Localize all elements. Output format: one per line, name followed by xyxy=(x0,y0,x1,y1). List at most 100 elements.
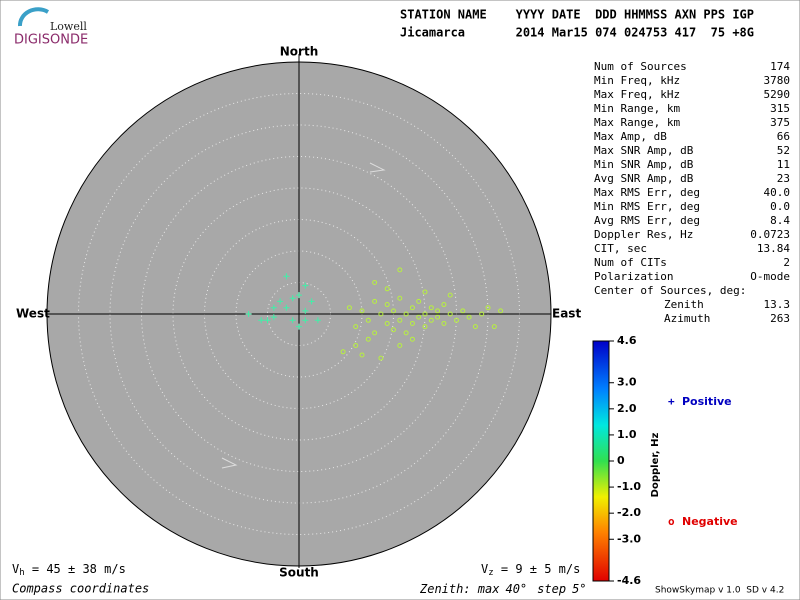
stat-label: Min RMS Err, deg xyxy=(594,200,700,213)
stat-label: Min Range, km xyxy=(594,102,680,115)
source-negative xyxy=(479,311,485,317)
source-negative xyxy=(428,305,434,311)
source-negative xyxy=(397,317,403,323)
source-negative xyxy=(403,311,409,317)
source-negative xyxy=(422,289,428,295)
header-line: STATION NAME YYYY DATE DDD HHMMSS AXN PP… xyxy=(400,8,754,22)
zenith-note: Zenith: max 40° step 5° xyxy=(419,582,587,596)
source-negative xyxy=(359,352,365,358)
source-negative xyxy=(384,302,390,308)
direction-label: North xyxy=(280,45,318,59)
source-negative xyxy=(365,317,371,323)
source-negative xyxy=(441,320,447,326)
velocity-text: = 45 ± 38 m/s xyxy=(25,562,126,576)
version: ShowSkymap v 1.0 SD v 4.2 xyxy=(655,586,784,596)
source-negative xyxy=(372,280,378,285)
source-negative xyxy=(397,343,403,348)
legend-marker: o xyxy=(668,515,675,528)
stat-value: 8.4 xyxy=(770,214,790,227)
stat-label: Max Range, km xyxy=(594,116,680,129)
stat-value: 5290 xyxy=(764,88,791,101)
source-negative xyxy=(409,336,415,342)
source-positive xyxy=(296,323,302,330)
stat-label: Max RMS Err, deg xyxy=(594,186,700,199)
direction-label: West xyxy=(16,307,50,321)
stat-value: 13.84 xyxy=(757,242,790,255)
colorbar: 4.6 3.0 2.0 1.0 0 -1.0 -2.0 -3.0 -4.6 Doppler, Hz xyxy=(592,334,661,587)
stat-value: 23 xyxy=(777,172,790,185)
source-negative xyxy=(372,330,378,336)
decor xyxy=(221,162,386,469)
source-negative xyxy=(397,295,403,301)
source-negative xyxy=(378,355,384,361)
velocity-symbol: V xyxy=(12,562,19,576)
stat-value: 315 xyxy=(770,102,790,115)
zenith-text: Zenith: max xyxy=(419,582,500,596)
source-negative xyxy=(422,311,428,317)
zenith-max: 40° xyxy=(505,582,527,596)
source-positive xyxy=(302,307,309,314)
source-negative xyxy=(435,314,441,320)
source-negative xyxy=(454,317,459,323)
source-positive xyxy=(289,317,296,324)
source-negative xyxy=(472,324,478,330)
colorbar-tick-label: 3.0 xyxy=(617,376,637,389)
source-negative xyxy=(491,324,497,330)
stat-label: Zenith xyxy=(664,298,704,311)
stat-label: Num of Sources xyxy=(594,60,687,73)
source-negative xyxy=(365,336,371,342)
source-negative xyxy=(416,314,422,320)
colorbar-tick-label: 0 xyxy=(617,454,625,467)
source-negative xyxy=(391,327,396,333)
source-negative xyxy=(447,311,453,317)
logo-bottom: DIGISONDE xyxy=(14,33,88,48)
stat-value: 52 xyxy=(777,144,790,157)
velocity-text: = 9 ± 5 m/s xyxy=(494,562,581,576)
source-negative xyxy=(359,308,365,314)
colorbar-tick-label: 4.6 xyxy=(617,334,637,347)
stat-label: Max SNR Amp, dB xyxy=(594,144,694,157)
stat-value: 13.3 xyxy=(764,298,791,311)
source-negative xyxy=(409,305,415,311)
source-negative xyxy=(428,317,434,323)
colorbar-tick-label: 1.0 xyxy=(617,428,637,441)
legend-label: Positive xyxy=(682,395,732,408)
source-positive xyxy=(264,317,271,324)
stat-label: Num of CITs xyxy=(594,256,667,269)
source-positive xyxy=(245,311,252,317)
source-negative xyxy=(397,267,403,273)
source-negative xyxy=(422,324,428,330)
source-negative xyxy=(391,308,396,314)
velocity: Vz = 9 ± 5 m/s xyxy=(481,562,580,578)
source-positive xyxy=(283,304,290,311)
source-negative xyxy=(353,343,359,348)
source-positive xyxy=(296,292,302,299)
source-negative xyxy=(353,324,359,330)
stat-value: O-mode xyxy=(750,270,790,283)
source-positive xyxy=(270,314,277,321)
legend-marker: + xyxy=(668,395,675,408)
stat-label: Max Freq, kHz xyxy=(594,88,680,101)
source-negative xyxy=(485,305,491,311)
source-negative xyxy=(372,298,378,304)
stat-value: 2 xyxy=(783,256,790,269)
source-negative xyxy=(435,308,441,314)
source-negative xyxy=(378,311,384,317)
stat-label: Center of Sources, deg: xyxy=(594,284,746,297)
colorbar-gradient xyxy=(592,340,610,582)
source-negative xyxy=(447,292,453,298)
skymap: North South West East + Positive o Negative xyxy=(16,45,738,580)
stat-value: 0.0723 xyxy=(750,228,790,241)
colorbar-title: Doppler, Hz xyxy=(650,433,661,498)
source-negative xyxy=(466,314,472,320)
stat-value: 375 xyxy=(770,116,790,129)
source-positive xyxy=(302,282,309,289)
stat-label: Min Freq, kHz xyxy=(594,74,680,87)
stat-label: CIT, sec xyxy=(594,242,647,255)
stat-label: Avg SNR Amp, dB xyxy=(594,172,694,185)
stats-table: Num of Sources 174 Min Freq, kHz 3780 Max Fr… xyxy=(594,60,790,325)
direction-label: South xyxy=(279,566,319,580)
stat-value: 174 xyxy=(770,60,790,73)
source-positive xyxy=(308,298,315,305)
